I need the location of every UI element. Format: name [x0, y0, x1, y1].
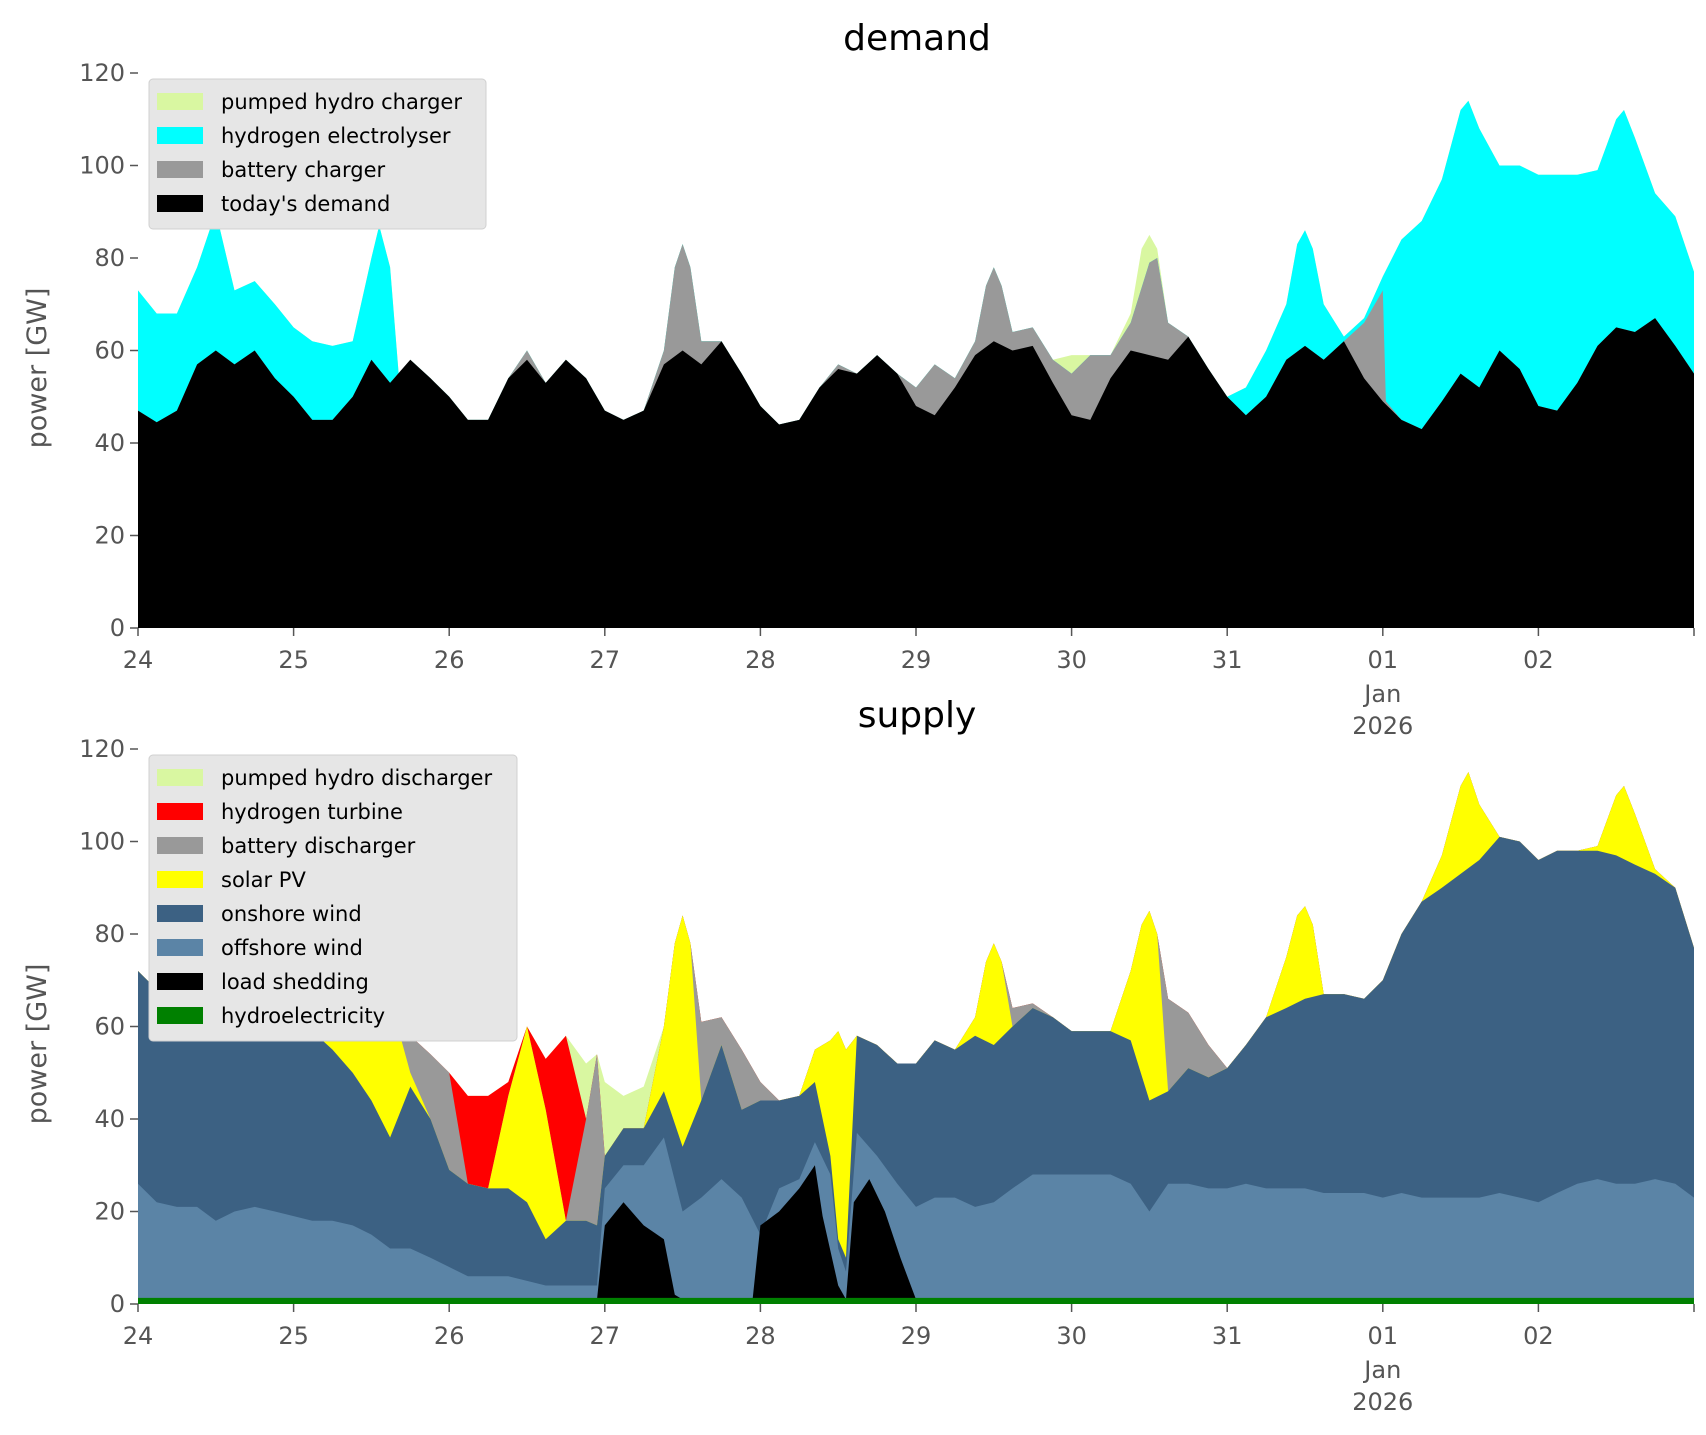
supply-x-tick-label: 24 — [123, 1322, 154, 1350]
supply-area-offshore-wind — [138, 1132, 1694, 1304]
demand-x-tick-label: 30 — [1056, 646, 1087, 674]
supply-x-tick-label: 30 — [1056, 1322, 1087, 1350]
supply-x-tick-label: 27 — [590, 1322, 621, 1350]
supply-y-tick-label: 60 — [94, 1013, 125, 1041]
demand-y-tick-label: 100 — [79, 152, 125, 180]
supply-x-tick-year: 2026 — [1352, 1388, 1413, 1416]
supply-legend-swatch-battery-discharger — [157, 837, 203, 854]
supply-y-tick-label: 100 — [79, 828, 125, 856]
demand-x-tick-label: 27 — [590, 646, 621, 674]
supply-y-tick-label: 80 — [94, 920, 125, 948]
supply-x-tick-label: 28 — [745, 1322, 776, 1350]
supply-y-tick-label: 0 — [110, 1290, 125, 1318]
supply-legend-label-onshore-wind: onshore wind — [221, 902, 362, 926]
demand-title: demand — [843, 18, 991, 59]
supply-title: supply — [858, 695, 977, 736]
demand-legend-box — [148, 78, 487, 230]
supply-x-tick-label: 26 — [434, 1322, 465, 1350]
demand-x-tick-label: 28 — [745, 646, 776, 674]
demand-area-today-s-demand — [138, 318, 1694, 628]
demand-y-ticks: 0 20 40 60 80 100 120 — [79, 59, 138, 642]
supply-areas — [138, 772, 1694, 1304]
demand-legend-swatch-pumped-hydro-charger — [157, 93, 203, 110]
supply-x-tick-label: 31 — [1212, 1322, 1243, 1350]
demand-y-tick-label: 120 — [79, 59, 125, 87]
demand-legend-swatch-hydrogen-electrolyser — [157, 127, 203, 144]
supply-legend-swatch-offshore-wind — [157, 939, 203, 956]
demand-x-tick-label: 01 — [1368, 646, 1399, 674]
supply-legend-label-offshore-wind: offshore wind — [221, 936, 363, 960]
supply-x-ticks: 24 25 26 27 28 29 30 31 01 Jan 2026 02 — [123, 1304, 1695, 1416]
demand-y-tick-label: 80 — [94, 244, 125, 272]
supply-y-tick-label: 120 — [79, 735, 125, 763]
demand-x-ticks: 24 25 26 27 28 29 30 31 01 Jan 2026 02 — [123, 628, 1695, 740]
supply-y-axis-label: power [GW] — [22, 964, 53, 1125]
demand-y-tick-label: 20 — [94, 522, 125, 550]
demand-y-tick-label: 0 — [110, 614, 125, 642]
supply-legend-label-hydrogen-turbine: hydrogen turbine — [221, 800, 403, 824]
supply-x-tick-label: 02 — [1523, 1322, 1554, 1350]
supply-legend-swatch-load-shedding — [157, 973, 203, 990]
demand-y-tick-label: 60 — [94, 337, 125, 365]
demand-x-tick-label: 29 — [901, 646, 932, 674]
supply-legend-swatch-hydroelectricity — [157, 1007, 203, 1024]
demand-legend-label-battery-charger: battery charger — [221, 158, 386, 182]
supply-area-onshore-wind — [138, 836, 1694, 1304]
demand-x-tick-label: 24 — [123, 646, 154, 674]
supply-legend-box — [148, 754, 518, 1042]
supply-legend-label-solar-pv: solar PV — [221, 868, 306, 892]
demand-x-tick-year: 2026 — [1352, 712, 1413, 740]
demand-y-tick-label: 40 — [94, 429, 125, 457]
supply-legend-swatch-hydrogen-turbine — [157, 803, 203, 820]
supply-legend-swatch-onshore-wind — [157, 905, 203, 922]
demand-legend-label-today-s-demand: today's demand — [221, 192, 390, 216]
demand-legend-label-pumped-hydro-charger: pumped hydro charger — [221, 90, 462, 114]
demand-x-tick-month: Jan — [1362, 680, 1401, 708]
supply-x-tick-label: 01 — [1368, 1322, 1399, 1350]
supply-x-tick-month: Jan — [1362, 1356, 1401, 1384]
supply-legend-label-hydroelectricity: hydroelectricity — [221, 1004, 385, 1028]
supply-y-tick-label: 40 — [94, 1105, 125, 1133]
demand-legend: pumped hydro charger hydrogen electrolyse… — [148, 78, 487, 230]
demand-x-tick-label: 31 — [1212, 646, 1243, 674]
demand-areas — [138, 100, 1694, 629]
supply-legend-label-pumped-hydro-discharger: pumped hydro discharger — [221, 766, 492, 790]
supply-legend-swatch-solar-pv — [157, 871, 203, 888]
demand-x-tick-label: 02 — [1523, 646, 1554, 674]
supply-legend-label-battery-discharger: battery discharger — [221, 834, 416, 858]
demand-x-tick-label: 25 — [278, 646, 309, 674]
supply-legend: pumped hydro discharger hydrogen turbine b… — [148, 754, 518, 1042]
supply-legend-label-load-shedding: load shedding — [221, 970, 369, 994]
demand-legend-label-hydrogen-electrolyser: hydrogen electrolyser — [221, 124, 451, 148]
supply-y-tick-label: 20 — [94, 1198, 125, 1226]
demand-y-axis-label: power [GW] — [22, 288, 53, 449]
demand-x-tick-label: 26 — [434, 646, 465, 674]
supply-x-tick-label: 29 — [901, 1322, 932, 1350]
supply-y-ticks: 0 20 40 60 80 100 120 — [79, 735, 138, 1318]
supply-legend-swatch-pumped-hydro-discharger — [157, 769, 203, 786]
demand-legend-swatch-today-s-demand — [157, 195, 203, 212]
supply-x-tick-label: 25 — [278, 1322, 309, 1350]
demand-legend-swatch-battery-charger — [157, 161, 203, 178]
